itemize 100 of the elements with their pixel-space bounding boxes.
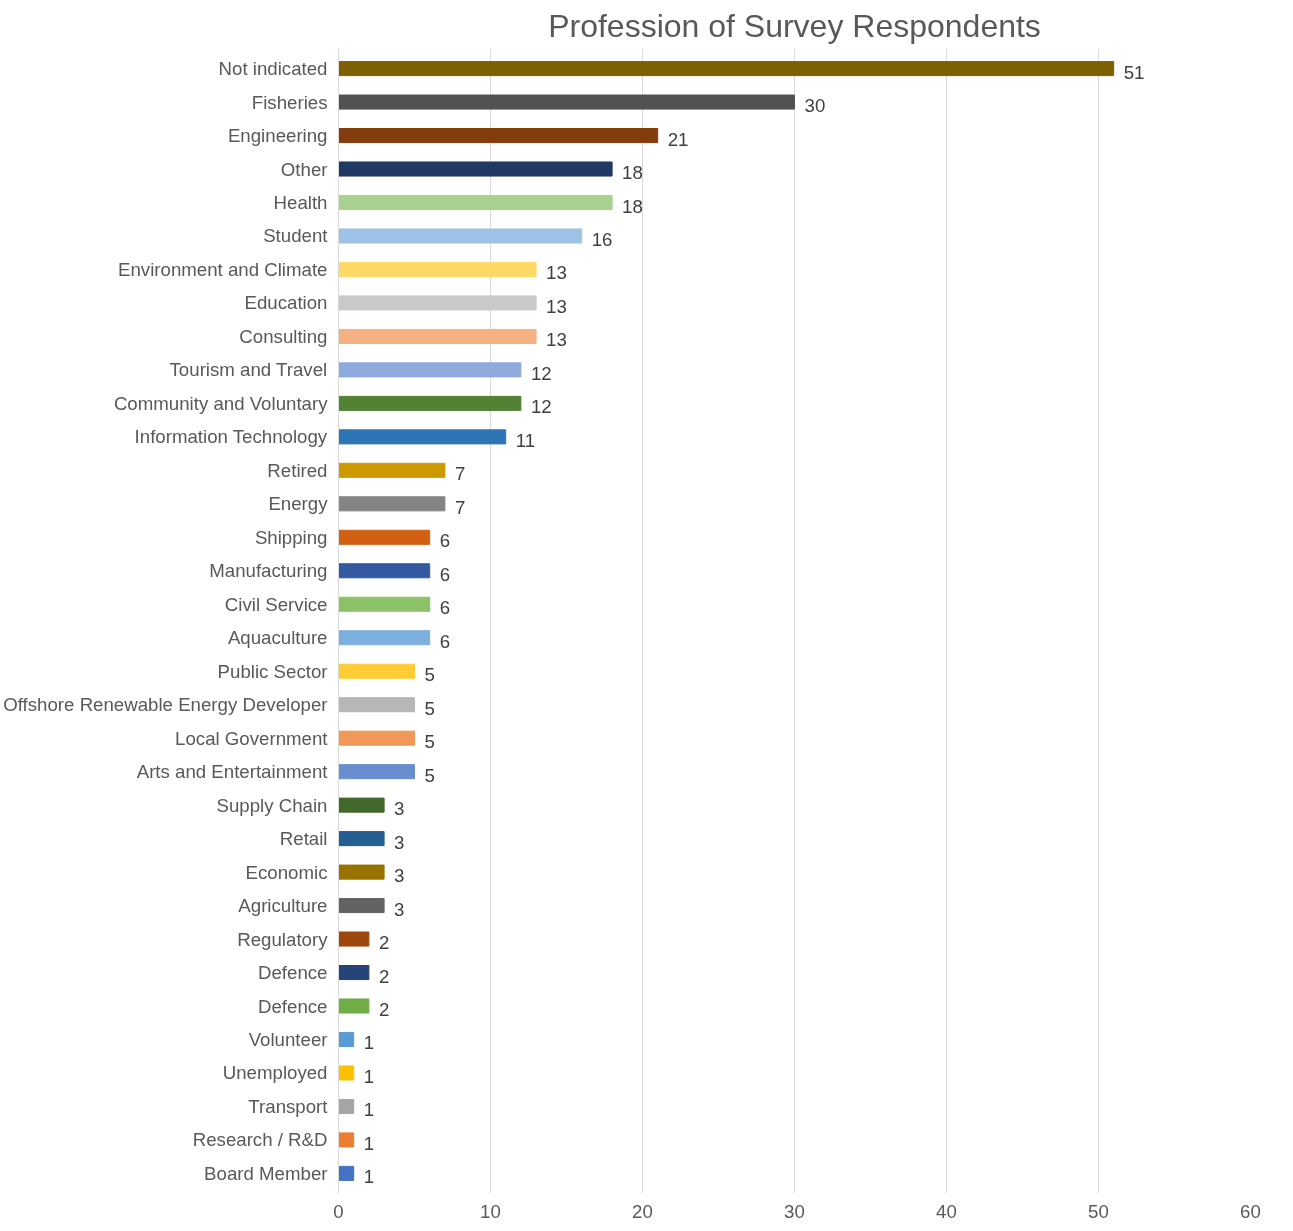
y-tick-label: Offshore Renewable Energy Developer [3,694,328,716]
data-label: 16 [591,228,613,250]
data-label: 30 [804,95,826,117]
y-tick-label: Education [244,292,328,314]
y-tick-label: Agriculture [238,895,328,917]
bar [338,228,583,244]
data-label: 18 [622,162,643,184]
bar [338,864,385,880]
bar [338,61,1115,77]
bar [338,194,613,211]
bar [338,630,431,646]
chart-title: Profession of Survey Respondents [548,7,1041,44]
bar [338,1065,355,1081]
data-label: 5 [424,697,435,719]
y-tick-label: Information Technology [134,426,328,448]
data-label: 6 [439,597,451,619]
y-tick-label: Board Member [204,1162,328,1184]
bar [338,965,370,981]
x-tick-label: 30 [784,1200,805,1222]
bar [338,161,613,177]
data-label: 3 [394,798,405,820]
data-label: 5 [424,664,435,686]
data-label: 5 [424,764,435,786]
data-label: 21 [667,128,689,150]
bar [338,1132,355,1148]
x-tick-label: 40 [936,1200,957,1222]
bar [338,295,537,311]
data-label: 1 [363,1132,375,1154]
y-tick-label: Manufacturing [209,560,328,582]
bar [338,94,795,110]
data-label: 2 [378,965,390,987]
bar [338,429,507,445]
y-tick-label: Regulatory [237,928,329,950]
y-tick-label: Civil Service [224,593,328,615]
y-tick-label: Tourism and Travel [169,359,328,381]
data-label: 1 [363,1099,375,1121]
y-tick-label: Research / R&D [192,1129,328,1151]
y-tick-label: Unemployed [222,1062,328,1084]
bar [338,362,522,378]
bar [338,663,415,679]
y-tick-label: Environment and Climate [118,258,328,280]
y-tick-label: Transport [248,1095,329,1117]
bar [338,730,415,746]
data-label: 5 [424,731,435,753]
y-tick-label: Supply Chain [216,794,328,816]
data-label: 11 [515,429,536,451]
x-tick-label: 10 [480,1200,501,1222]
bar [338,831,385,847]
y-tick-label: Community and Voluntary [113,392,329,414]
x-tick-label: 50 [1088,1200,1109,1222]
data-label: 1 [363,1032,375,1054]
bar [338,1031,355,1048]
bar [338,1165,355,1181]
y-tick-label: Engineering [227,125,328,147]
data-label: 1 [363,1166,375,1188]
y-tick-label: Not indicated [218,58,328,80]
y-tick-label: Consulting [239,325,328,347]
data-label: 2 [378,932,390,954]
y-tick-label: Shipping [254,526,328,548]
x-tick-label: 20 [632,1200,653,1222]
x-tick-label: 0 [333,1200,344,1222]
data-label: 18 [622,195,643,217]
data-label: 6 [439,530,451,552]
bar [338,998,370,1014]
data-label: 13 [546,295,567,317]
bar [338,596,431,612]
data-label: 2 [378,999,390,1021]
y-tick-label: Health [273,192,328,214]
data-label: 6 [439,630,451,652]
bar [338,496,446,512]
data-label: 7 [454,496,466,518]
y-tick-label: Fisheries [251,91,328,113]
bar [338,328,537,344]
data-label: 7 [454,463,466,485]
bar [338,898,385,914]
bar [338,764,415,780]
data-label: 6 [439,563,451,585]
y-tick-label: Other [280,158,328,180]
y-tick-label: Economic [245,861,328,883]
y-tick-label: Retail [279,828,328,850]
y-tick-label: Retired [267,459,328,481]
bar [338,931,370,947]
y-tick-label: Local Government [175,727,329,749]
y-tick-label: Arts and Entertainment [136,761,329,783]
y-tick-label: Defence [258,995,328,1017]
y-tick-label: Energy [268,493,329,515]
data-label: 13 [546,262,567,284]
bar [338,462,446,478]
bar [338,697,415,713]
bar [338,563,431,579]
bar [338,261,537,277]
bar [338,797,385,813]
data-label: 12 [530,396,552,418]
y-tick-label: Public Sector [217,660,328,682]
data-label: 3 [394,898,405,920]
data-label: 12 [530,362,552,384]
bar [338,529,431,545]
bar [338,1098,355,1114]
y-tick-label: Student [263,225,329,247]
data-label: 3 [394,831,405,853]
